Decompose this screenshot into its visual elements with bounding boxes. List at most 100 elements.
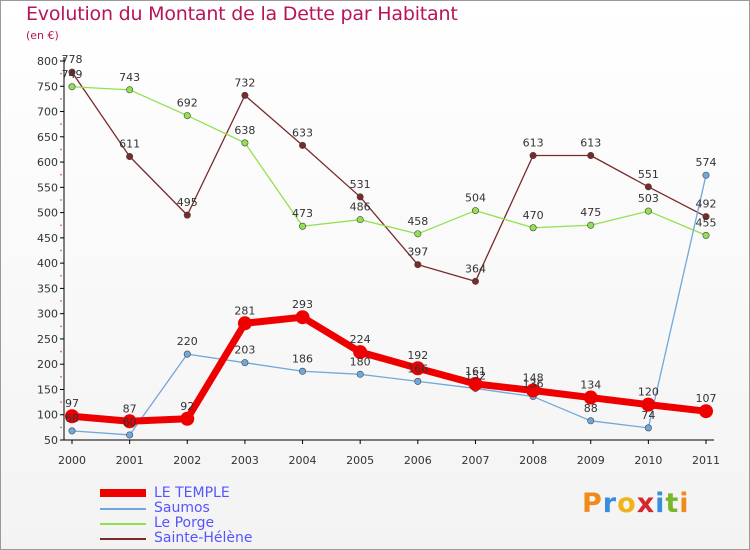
proxiti-logo: Proxiti [582,488,690,519]
data-label: 87 [123,402,137,415]
data-point [471,207,479,215]
data-label: 166 [407,362,428,375]
legend-item-le-porge: Le Porge [100,516,320,531]
data-point [641,397,656,412]
data-point [587,417,595,425]
y-minor-tick [60,199,62,201]
y-tick-label: 200 [37,358,58,371]
x-tick-label: 2008 [519,454,547,467]
data-label: 458 [407,215,428,228]
x-tick-label: 2009 [577,454,605,467]
y-minor-tick [60,123,62,126]
y-minor-tick [60,325,62,328]
data-point [587,151,595,159]
data-point [126,153,134,161]
data-point [183,112,191,120]
data-label: 88 [584,402,598,415]
logo-letter: i [679,488,690,519]
data-label: 152 [465,369,486,382]
data-label: 97 [65,397,79,410]
data-point [414,230,422,238]
data-label: 611 [119,138,140,151]
data-label: 473 [292,207,313,220]
data-point [299,141,307,149]
y-minor-tick [60,375,62,378]
x-tick-label: 2003 [231,454,259,467]
data-point [414,261,422,269]
data-label: 68 [65,412,79,425]
data-point [587,221,595,229]
y-minor-tick [60,249,62,252]
data-point [295,310,310,325]
y-tick-label: 750 [37,80,58,93]
data-point [241,359,249,367]
data-label: 161 [465,365,486,378]
data-point [644,424,652,432]
data-point [65,409,79,424]
data-label: 92 [180,400,194,413]
legend-label-le-porge: Le Porge [154,515,215,531]
x-tick-label: 2011 [692,454,720,467]
data-point [183,350,191,358]
data-label: 492 [696,198,717,211]
legend-item-saumos: Saumos [100,501,320,516]
logo-letter: x [636,488,656,519]
data-point [471,277,479,285]
logo-letter: o [617,488,637,519]
data-label: 192 [407,349,428,362]
legend-label-sainte-helene: Sainte-Hélène [154,530,253,546]
data-point [644,207,652,215]
x-tick-label: 2001 [116,454,144,467]
legend-item-le-temple: LE TEMPLE [100,486,320,501]
legend-swatch-le-temple [100,489,146,497]
data-label: 495 [177,196,198,209]
y-tick-label: 300 [37,308,58,321]
data-point [583,390,598,405]
data-point [356,193,364,201]
data-label: 574 [696,156,717,169]
y-tick-label: 550 [37,181,58,194]
data-point [122,414,137,429]
data-label: 743 [119,71,140,84]
legend-swatch-le-porge [100,523,146,525]
data-label: 486 [350,201,371,214]
data-point [702,213,710,221]
data-point [356,370,364,378]
y-tick-label: 400 [37,257,58,270]
data-label: 638 [234,124,255,137]
data-label: 136 [523,378,544,391]
data-label: 220 [177,335,198,348]
data-label: 778 [62,53,83,66]
data-label: 134 [580,379,601,392]
data-point [299,222,307,230]
data-label: 470 [523,209,544,222]
data-label: 613 [523,136,544,149]
y-tick-label: 650 [37,131,58,144]
data-label: 531 [350,178,371,191]
y-tick-label: 700 [37,106,58,119]
logo-letter: P [582,488,603,519]
data-label: 186 [292,352,313,365]
y-minor-tick [60,98,62,100]
data-point [699,404,713,419]
data-label: 633 [292,126,313,139]
y-minor-tick [60,300,62,302]
legend-label-le-temple: LE TEMPLE [154,485,230,501]
data-label: 364 [465,262,486,275]
legend-label-saumos: Saumos [154,500,210,516]
series-line-sainte-h-l-ne [71,71,707,282]
data-label: 60 [123,416,137,429]
logo-letter: t [665,488,680,519]
data-label: 281 [234,304,255,317]
data-label: 224 [350,333,371,346]
y-tick-label: 450 [37,232,58,245]
data-point [299,367,307,375]
data-point [180,411,195,426]
y-minor-tick [60,401,62,403]
data-label: 203 [234,344,255,357]
x-tick-label: 2007 [461,454,489,467]
y-tick-label: 500 [37,207,58,220]
legend-item-sainte-helene: Sainte-Hélène [100,531,320,546]
data-label: 613 [580,136,601,149]
